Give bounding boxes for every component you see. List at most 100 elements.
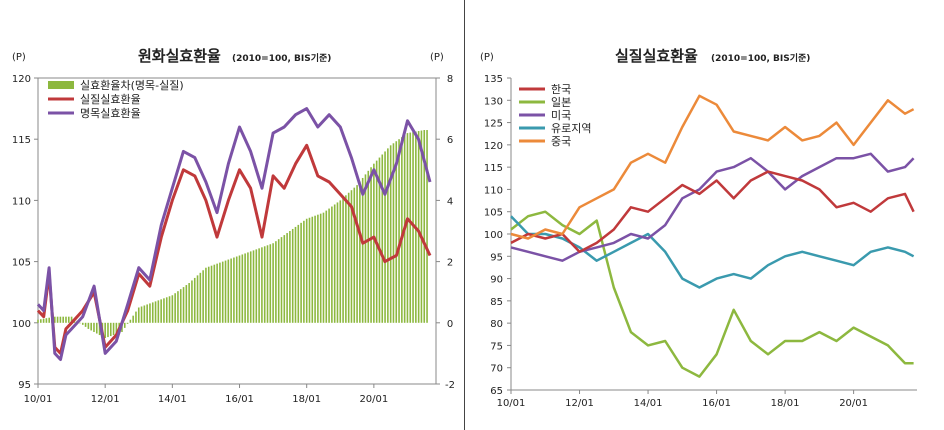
left-y-tick-label: 120 bbox=[12, 74, 31, 85]
y-tick-label: 80 bbox=[490, 319, 503, 330]
left-plot-area: 95 100 105 110 115 120 -2 0 2 4 6 8 10/01 12/01 14/01 1… bbox=[12, 74, 455, 405]
right-chart-y-unit: (P) bbox=[480, 52, 494, 63]
diff-bar bbox=[221, 261, 224, 323]
diff-bar bbox=[132, 315, 134, 323]
left-y-tick-label: 100 bbox=[12, 319, 31, 330]
y-tick-label: 105 bbox=[484, 208, 503, 219]
y-tick-label: 135 bbox=[484, 74, 503, 85]
diff-bar bbox=[395, 141, 398, 323]
diff-bar bbox=[109, 322, 112, 337]
diff-bar bbox=[336, 202, 339, 323]
diff-bar bbox=[53, 316, 56, 323]
diff-bar bbox=[339, 200, 342, 323]
diff-bar bbox=[95, 322, 98, 334]
diff-bar bbox=[417, 131, 420, 323]
diff-bar bbox=[177, 291, 179, 323]
diff-bar bbox=[261, 247, 263, 323]
diff-bar bbox=[140, 306, 143, 323]
diff-bar bbox=[182, 287, 185, 323]
diff-bar bbox=[286, 233, 288, 323]
diff-bar bbox=[39, 319, 42, 323]
diff-bar bbox=[398, 139, 400, 323]
diff-bar bbox=[185, 285, 188, 323]
diff-bar bbox=[230, 258, 232, 323]
diff-bar bbox=[59, 316, 62, 323]
diff-bar bbox=[420, 130, 423, 323]
diff-bar bbox=[65, 316, 67, 323]
diff-bar bbox=[84, 322, 87, 327]
diff-bar bbox=[191, 280, 193, 323]
diff-bar bbox=[331, 206, 333, 323]
y-tick-label: 75 bbox=[490, 341, 503, 352]
diff-bar bbox=[45, 318, 48, 323]
legend-label: 미국 bbox=[551, 109, 571, 122]
diff-bar bbox=[168, 296, 171, 323]
left-y-unit: (P) bbox=[12, 52, 26, 63]
diff-bar bbox=[359, 181, 361, 323]
diff-bar bbox=[328, 208, 330, 323]
diff-bar bbox=[275, 241, 277, 323]
diff-bar bbox=[219, 262, 221, 323]
series-line bbox=[510, 215, 915, 289]
diff-bar bbox=[370, 167, 372, 323]
right-chart: 실질실효환율 (2010=100, BIS기준) (P) 65 70 75 80 85 9… bbox=[480, 47, 917, 409]
series-line bbox=[510, 94, 915, 240]
diff-bar bbox=[322, 212, 325, 323]
diff-bar bbox=[112, 322, 115, 336]
diff-bar bbox=[126, 322, 129, 324]
diff-bar bbox=[165, 297, 168, 323]
y-tick-label: 90 bbox=[490, 275, 503, 286]
diff-bar bbox=[98, 322, 101, 336]
diff-bar bbox=[249, 251, 252, 323]
legend-swatch bbox=[48, 81, 74, 89]
x-tick-label: 14/01 bbox=[158, 394, 187, 405]
diff-bar bbox=[361, 177, 364, 323]
diff-bar bbox=[56, 316, 59, 323]
diff-bar bbox=[423, 130, 426, 323]
diff-bar bbox=[37, 319, 39, 323]
legend-label: 한국 bbox=[551, 83, 571, 96]
diff-bar bbox=[333, 204, 336, 323]
diff-bar bbox=[207, 266, 210, 323]
series-line-real bbox=[36, 143, 432, 355]
diff-bar bbox=[247, 252, 249, 323]
diff-bar bbox=[171, 295, 174, 323]
diff-bar bbox=[269, 244, 272, 323]
diff-bar bbox=[115, 322, 118, 335]
diff-bar bbox=[367, 170, 370, 323]
diff-bar bbox=[202, 270, 204, 323]
x-tick-label: 14/01 bbox=[634, 398, 663, 409]
series-line bbox=[510, 210, 914, 378]
diff-bar bbox=[409, 132, 412, 323]
diff-bar bbox=[244, 253, 246, 323]
diff-bar bbox=[426, 130, 428, 323]
diff-bar bbox=[303, 220, 305, 323]
x-tick-label: 18/01 bbox=[771, 398, 800, 409]
diff-bar bbox=[123, 322, 126, 328]
legend-label: 일본 bbox=[551, 95, 571, 109]
diff-bar bbox=[210, 265, 213, 323]
diff-bar bbox=[160, 299, 162, 323]
diff-bar bbox=[188, 283, 190, 323]
diff-bar bbox=[224, 260, 227, 323]
legend-label: 실효환율차(명목-실질) bbox=[80, 79, 184, 92]
diff-bar bbox=[252, 250, 255, 323]
diff-bar bbox=[350, 190, 353, 323]
diff-bar bbox=[151, 302, 154, 323]
diff-bar bbox=[263, 246, 266, 323]
legend-label: 중국 bbox=[551, 135, 571, 148]
diff-bar bbox=[196, 275, 199, 323]
y-tick-label: 130 bbox=[484, 96, 503, 107]
diff-bar bbox=[199, 272, 202, 323]
diff-bar bbox=[107, 322, 109, 338]
diff-bar bbox=[241, 254, 244, 323]
diff-bar bbox=[157, 300, 160, 323]
diff-bar bbox=[291, 228, 294, 323]
diff-bar bbox=[143, 305, 146, 323]
right-plot-area: 65 70 75 80 85 90 95 100 105 110 115 120 125 130 135 10… bbox=[484, 74, 917, 409]
diff-bar bbox=[154, 301, 157, 323]
y-tick-label: 95 bbox=[490, 252, 503, 263]
diff-bar bbox=[213, 264, 216, 323]
diff-bar bbox=[67, 316, 70, 323]
diff-bar bbox=[314, 215, 316, 323]
